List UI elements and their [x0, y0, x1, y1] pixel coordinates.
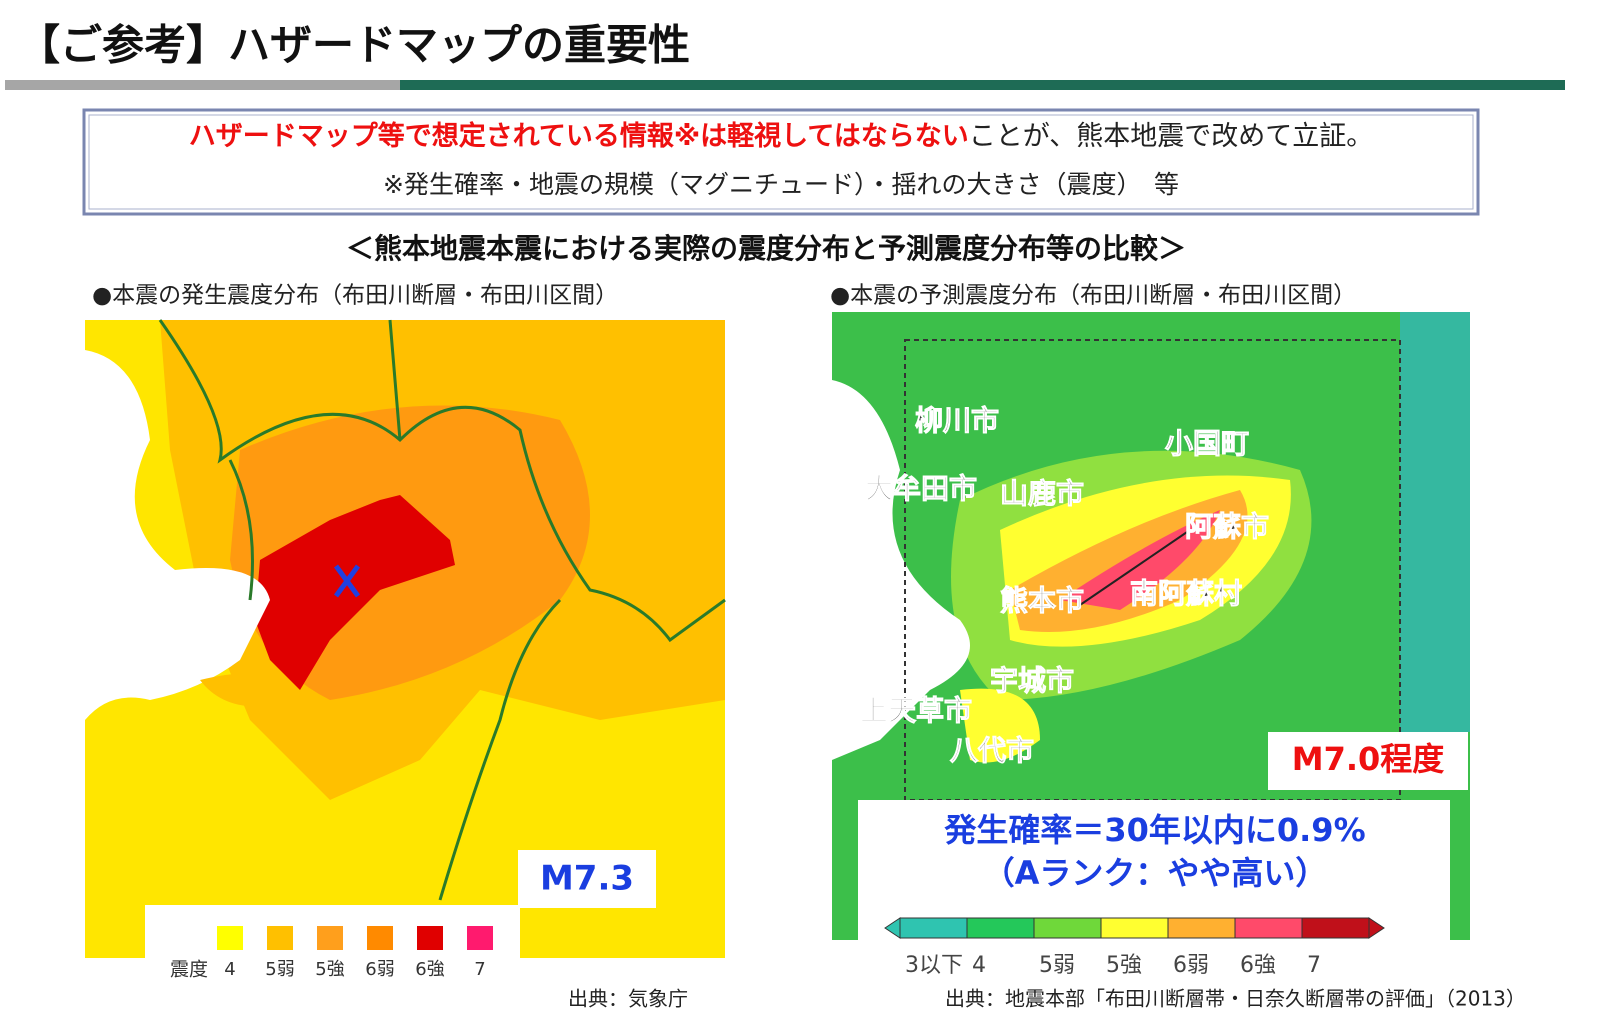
colorbar-segment [1100, 917, 1169, 939]
colorbar-right-arrow [1368, 917, 1385, 939]
legend-label: 7 [474, 959, 485, 980]
notice-emphasis: ハザードマップ等で想定されている情報※は軽視してはならない [189, 120, 969, 152]
city-label: 阿蘇市 [1185, 510, 1269, 543]
left-magnitude-box [518, 850, 656, 908]
subtitle: ＜熊本地震本震における実際の震度分布と予測震度分布等の比較＞ [346, 232, 1186, 265]
city-label: 小国町 [1165, 427, 1249, 460]
colorbar-label: 6強 [1240, 953, 1276, 978]
left-source: 出典：気象庁 [568, 987, 688, 1011]
city-label: 宇城市 [990, 664, 1074, 697]
legend-label: 5強 [315, 959, 344, 980]
notice-rest: ことが、熊本地震で改めて立証。 [969, 121, 1373, 152]
right-source: 出典：地震本部「布田川断層帯・日奈久断層帯の評価」（2013） [945, 987, 1526, 1011]
legend-label: 5弱 [265, 959, 294, 980]
colorbar-segment [899, 917, 968, 939]
legend-label: 6弱 [365, 959, 394, 980]
notice-note: ※発生確率・地震の規模（マグニチュード）・揺れの大きさ（震度） 等 [383, 170, 1179, 199]
legend-label: 4 [224, 959, 235, 980]
colorbar-segment [1301, 917, 1370, 939]
colorbar-label: 3以下 [905, 953, 963, 978]
left-heading: ●本震の発生震度分布（布田川断層・布田川区間） [92, 283, 618, 309]
probability-box [858, 800, 1450, 902]
colorbar-segment [1033, 917, 1102, 939]
colorbar-bg [858, 902, 1450, 992]
right-heading: ●本震の予測震度分布（布田川断層・布田川区間） [830, 283, 1356, 309]
title: 【ご参考】ハザードマップの重要性 [18, 21, 690, 70]
title-rule-green [400, 80, 1565, 90]
left-legend-title: 震度 [170, 959, 208, 981]
city-label: 上天草市 [860, 694, 972, 727]
legend-swatch [267, 926, 293, 950]
legend-swatch [367, 926, 393, 950]
notice-box [82, 108, 1480, 216]
colorbar-segment [1234, 917, 1303, 939]
city-label: 大牟田市 [865, 472, 977, 505]
colorbar-label: 6弱 [1173, 953, 1209, 978]
notice-line: ハザードマップ等で想定されている情報※は軽視してはならないことが、熊本地震で改め… [189, 120, 1374, 152]
legend-swatch [217, 926, 243, 950]
colorbar-segment [1167, 917, 1236, 939]
left-legend-label-bg [145, 958, 520, 988]
probability-rank: （Aランク：やや高い） [983, 854, 1328, 892]
title-rule-gray [5, 80, 405, 90]
legend-swatch [317, 926, 343, 950]
city-label: 山鹿市 [1000, 477, 1084, 510]
colorbar-segment [966, 917, 1035, 939]
right-magnitude: M7.0程度 [1292, 740, 1445, 778]
city-label: 熊本市 [1000, 584, 1084, 617]
right-magnitude-box [1268, 732, 1468, 790]
legend-swatch [417, 926, 443, 950]
probability: 発生確率＝30年以内に0.9% [943, 811, 1365, 849]
colorbar-label: 4 [972, 953, 986, 978]
colorbar-label: 5強 [1106, 953, 1142, 978]
colorbar-label: 5弱 [1039, 953, 1075, 978]
colorbar-label: 7 [1307, 953, 1321, 978]
notice-box-inner [88, 114, 1474, 210]
city-label: 南阿蘇村 [1130, 577, 1242, 610]
city-label: 八代市 [950, 734, 1034, 767]
legend-label: 6強 [415, 959, 444, 980]
legend-swatch [467, 926, 493, 950]
city-label: 柳川市 [915, 404, 999, 437]
left-magnitude: M7.3 [540, 859, 634, 899]
